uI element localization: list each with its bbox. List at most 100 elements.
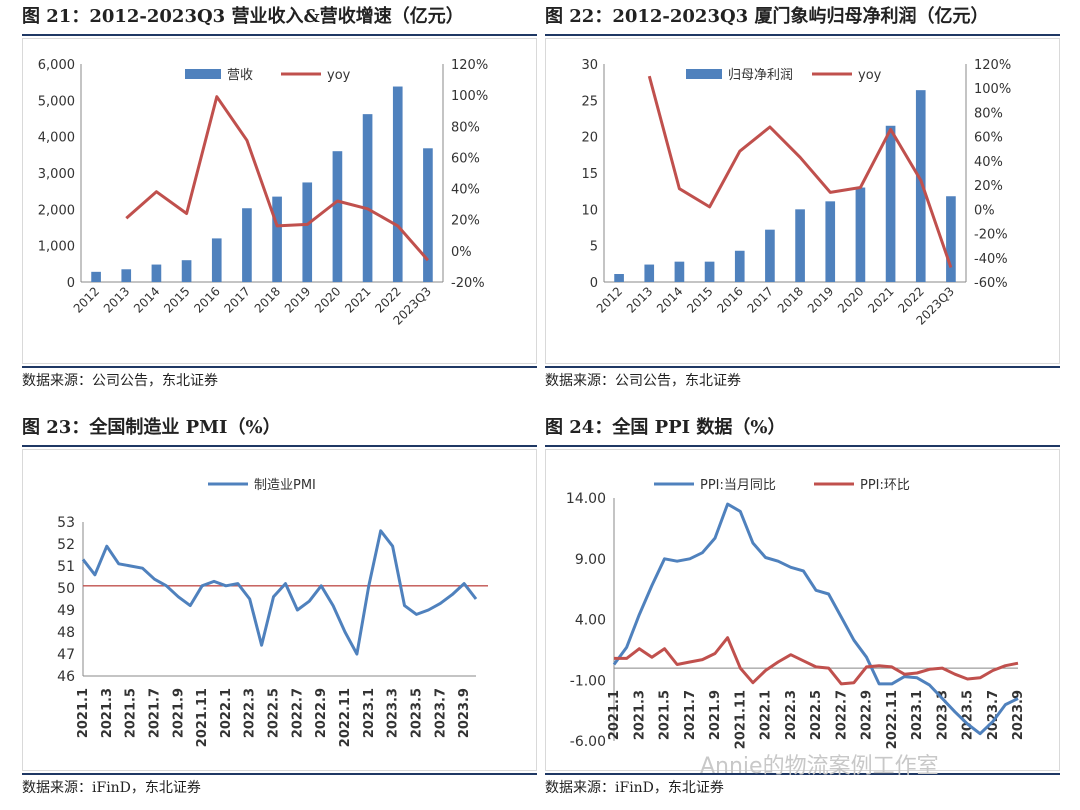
- y-tick-label: 48: [57, 625, 75, 641]
- y-tick-label-left: 25: [581, 94, 598, 109]
- bar: [362, 114, 373, 282]
- legend-label-line: yoy: [858, 68, 882, 83]
- legend-label-bar: 营收: [227, 68, 253, 83]
- x-tick-label: 2013: [624, 284, 655, 315]
- chart-frame: -6.00 -1.00 4.00 9.00 14.00 2021.1 2021.3 2021.…: [545, 449, 1060, 771]
- bar: [91, 271, 101, 282]
- x-tick-label: 2018: [252, 284, 283, 315]
- x-tick-label: 2021.1: [607, 690, 622, 740]
- x-tick-label: 2014: [131, 284, 162, 315]
- x-tick-label: 2017: [745, 284, 776, 315]
- x-tick-label: 2021: [865, 284, 896, 315]
- panel-title: 图 24：全国 PPI 数据（%）: [545, 411, 1060, 447]
- x-tick-label: 2021.9: [171, 688, 186, 738]
- y-tick-label-right: 80%: [974, 106, 1003, 121]
- y-tick-label-left: 20: [581, 131, 598, 146]
- y-tick-label-right: 40%: [974, 155, 1003, 170]
- bar: [121, 269, 132, 282]
- y-tick-label-left: 15: [581, 167, 598, 182]
- y-tick-label-right: -20%: [974, 228, 1008, 243]
- ppi-chart: -6.00 -1.00 4.00 9.00 14.00 2021.1 2021.3 2021.…: [566, 478, 1026, 750]
- watermark: Annie的物流案例工作室: [700, 754, 939, 779]
- y-tick-label: 47: [57, 647, 75, 663]
- x-tick-label: 2023.9: [457, 688, 472, 738]
- x-tick-label: 2023.5: [961, 690, 976, 740]
- x-tick-label: 2023.5: [409, 688, 424, 738]
- x-tick-label: 2019: [282, 284, 313, 315]
- legend-swatch-bar: [185, 69, 221, 79]
- legend-label-line: yoy: [327, 68, 351, 83]
- bar: [674, 261, 685, 282]
- bar: [704, 261, 715, 282]
- y-tick-label-right: 0%: [451, 245, 472, 260]
- source-note: 数据来源：公司公告，东北证券: [545, 366, 1060, 394]
- source-note: 数据来源：iFinD，东北证券: [22, 773, 537, 801]
- chart-frame: 0 1,000 2,000 3,000 4,000 5,000 6,000 -20% 0% 20%…: [22, 38, 537, 364]
- x-tick-label: 2022.1: [219, 688, 234, 738]
- x-tick-label: 2021.7: [147, 688, 162, 738]
- x-tick-label: 2023.1: [362, 688, 377, 738]
- x-tick-label: 2022.11: [338, 688, 353, 747]
- y-tick-label-left: 10: [581, 203, 598, 218]
- x-tick-label: 2020: [312, 284, 343, 315]
- x-tick-label: 2022.5: [809, 690, 824, 740]
- y-tick-label-right: 80%: [451, 120, 480, 135]
- y-tick-label: 14.00: [566, 491, 606, 507]
- y-tick-label-left: 4,000: [38, 131, 75, 146]
- x-tick-label: 2022.7: [834, 690, 849, 740]
- x-tick-label: 2022.9: [314, 688, 329, 738]
- bar: [734, 250, 745, 282]
- x-tick-label: 2022.9: [860, 690, 875, 740]
- bar: [242, 208, 252, 282]
- x-tick-label: 2023.7: [986, 690, 1001, 740]
- y-tick-label: 50: [57, 581, 75, 597]
- bar: [644, 264, 655, 282]
- y-tick-label-right: -40%: [974, 252, 1008, 267]
- y-tick-label-left: 2,000: [38, 203, 75, 218]
- y-tick-label-left: 6,000: [38, 58, 75, 73]
- x-tick-label: 2021.11: [195, 688, 210, 747]
- y-tick-label: 53: [57, 515, 75, 531]
- x-tick-label: 2019: [805, 284, 836, 315]
- y-tick-label-right: 120%: [451, 58, 488, 73]
- x-tick-label: 2022.3: [784, 690, 799, 740]
- yoy-line: [125, 95, 430, 262]
- x-tick-label: 2023.3: [386, 688, 401, 738]
- y-tick-label-right: -20%: [451, 276, 485, 291]
- bar: [151, 264, 162, 282]
- y-tick-label-right: 20%: [974, 179, 1003, 194]
- bar: [614, 274, 624, 282]
- y-tick-label-left: 0: [590, 276, 598, 291]
- x-tick-label: 2022.11: [885, 690, 900, 749]
- chart-frame: 46 47 48 49 50 51 52 53 2021.1 2021.3 2021.5 2021.7…: [22, 449, 537, 771]
- bar: [765, 229, 775, 282]
- bar: [211, 238, 222, 282]
- x-tick-label: 2020: [835, 284, 866, 315]
- x-tick-label: 2015: [684, 284, 715, 315]
- panel-title: 图 22：2012-2023Q3 厦门象屿归母净利润（亿元）: [545, 0, 1060, 36]
- y-tick-label-right: 100%: [974, 82, 1011, 97]
- y-tick-label-right: -60%: [974, 276, 1008, 291]
- y-tick-label: -1.00: [570, 673, 606, 689]
- legend-label-bar: 归母净利润: [728, 68, 793, 83]
- y-tick-label: 46: [57, 669, 75, 685]
- legend-label: PPI:环比: [860, 478, 910, 493]
- legend-label: 制造业PMI: [254, 478, 316, 493]
- y-tick-label-left: 30: [581, 58, 598, 73]
- x-tick-label: 2021.3: [100, 688, 115, 738]
- legend-swatch-bar: [686, 69, 722, 79]
- y-tick-label-left: 5,000: [38, 94, 75, 109]
- y-tick-label-right: 60%: [974, 131, 1003, 146]
- y-tick-label-left: 1,000: [38, 240, 75, 255]
- y-tick-label-right: 20%: [451, 214, 480, 229]
- source-note: 数据来源：iFinD，东北证券: [545, 773, 1060, 801]
- series-line: [614, 636, 1019, 686]
- y-tick-label: 52: [57, 537, 75, 553]
- x-tick-label: 2016: [714, 284, 745, 315]
- x-tick-label: 2021.3: [632, 690, 647, 740]
- x-tick-label: 2023.9: [1011, 690, 1026, 740]
- bar: [423, 148, 433, 282]
- x-tick-label: 2021.9: [708, 690, 723, 740]
- y-tick-label-left: 0: [67, 276, 75, 291]
- bar: [946, 196, 956, 282]
